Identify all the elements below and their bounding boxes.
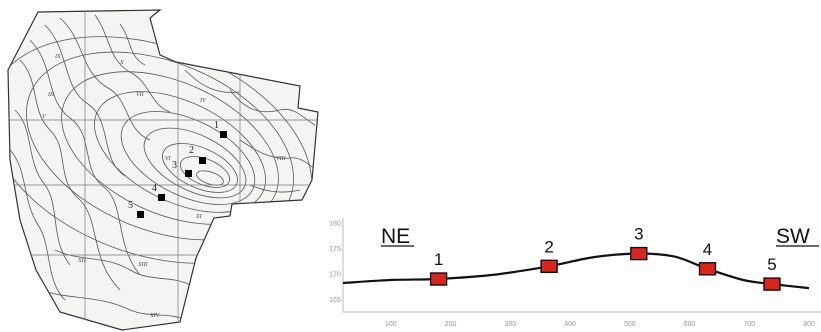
profile-point-marker <box>630 246 648 261</box>
contour-map: III IV V VI VII VIII IX X XI XII XIII XI… <box>7 9 319 331</box>
profile-right-label: SW <box>776 225 810 248</box>
x-tick-label: 200 <box>445 321 457 328</box>
x-tick-label: 500 <box>624 321 636 328</box>
map-point-label: 5 <box>128 200 133 211</box>
map-zone-labels: III IV V VI VII VIII IX X XI XII XIII XI… <box>42 54 287 319</box>
profile-point-label: 5 <box>767 255 776 274</box>
profile-x-ticks: 100 200 300 400 500 600 700 800 <box>385 321 815 328</box>
profile-point-label: 2 <box>544 237 553 256</box>
map-point-label: 1 <box>214 120 219 131</box>
x-tick-label: 400 <box>564 321 576 328</box>
profile-point-marker <box>540 259 558 273</box>
map-point-label: 3 <box>172 160 177 171</box>
profile-point-marker <box>763 277 781 291</box>
zone-label: XIV <box>149 313 161 319</box>
zone-label: V <box>42 114 47 120</box>
map-point-label: 2 <box>189 145 194 156</box>
profile-points: 1 2 3 4 5 <box>429 225 781 291</box>
profile-point-marker <box>429 272 448 286</box>
zone-label: XIII <box>137 262 149 268</box>
map-point-marker <box>199 157 206 164</box>
y-tick-label: 170 <box>329 271 341 278</box>
profile-y-ticks: 180 175 170 165 <box>329 221 341 304</box>
map-point-marker <box>158 194 165 201</box>
map-sample-points: 1 2 3 4 5 <box>128 120 227 218</box>
zone-label: VII <box>136 92 145 98</box>
x-tick-label: 700 <box>743 321 755 328</box>
x-tick-label: 600 <box>684 321 696 328</box>
profile-curve <box>342 252 810 290</box>
zone-label: IX <box>54 54 61 60</box>
profile-left-label: NE <box>381 225 410 248</box>
elevation-profile: 180 175 170 165 100 200 300 400 500 600 700 800 NE… <box>329 218 821 328</box>
x-tick-label: 100 <box>385 321 397 328</box>
zone-label: VIII <box>276 156 287 162</box>
map-point-marker <box>220 131 227 138</box>
y-tick-label: 165 <box>329 297 341 304</box>
profile-point-label: 4 <box>703 240 712 259</box>
zone-label: IV <box>199 98 207 104</box>
zone-label: X <box>119 60 124 66</box>
zone-label: XI <box>195 214 203 220</box>
map-point-marker <box>185 170 192 177</box>
y-tick-label: 180 <box>329 221 341 228</box>
map-sheet <box>7 9 319 331</box>
zone-label: XII <box>77 258 87 264</box>
zone-label: VI <box>165 156 172 162</box>
profile-point-marker <box>698 262 717 276</box>
map-point-label: 4 <box>152 183 157 194</box>
map-point-marker <box>137 211 144 218</box>
profile-point-label: 3 <box>634 225 643 244</box>
profile-point-label: 1 <box>434 250 443 269</box>
x-tick-label: 800 <box>803 321 815 328</box>
y-tick-label: 175 <box>329 246 341 253</box>
zone-label: III <box>47 92 55 98</box>
x-tick-label: 300 <box>504 321 516 328</box>
